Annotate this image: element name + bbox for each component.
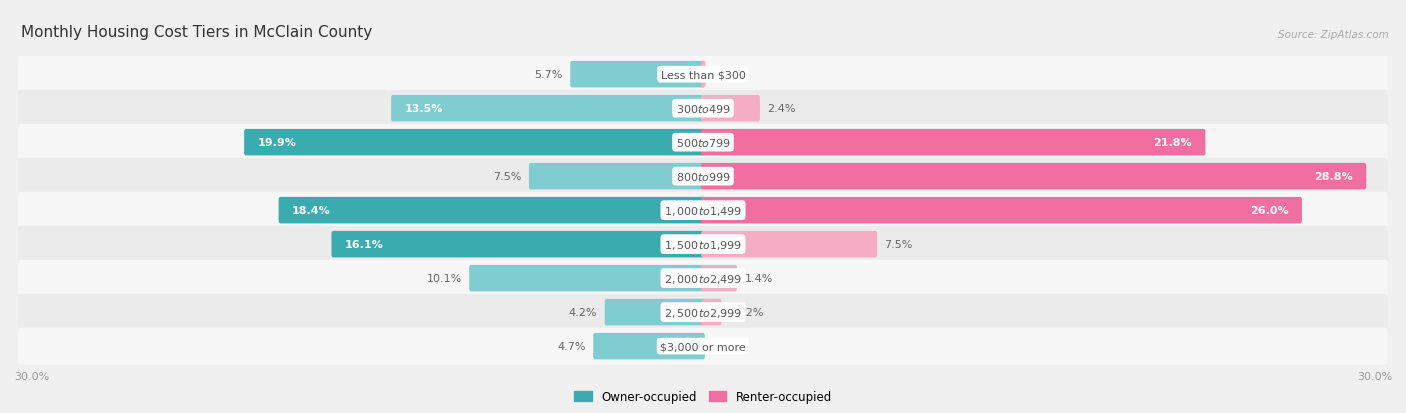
- FancyBboxPatch shape: [702, 265, 737, 292]
- Text: 18.4%: 18.4%: [292, 206, 330, 216]
- Text: $3,000 or more: $3,000 or more: [661, 341, 745, 351]
- Text: 28.8%: 28.8%: [1315, 172, 1353, 182]
- Text: 7.5%: 7.5%: [884, 240, 912, 249]
- Text: Source: ZipAtlas.com: Source: ZipAtlas.com: [1278, 30, 1389, 40]
- Text: Less than $300: Less than $300: [661, 70, 745, 80]
- Text: 0.72%: 0.72%: [728, 307, 765, 317]
- FancyBboxPatch shape: [18, 192, 1388, 229]
- Text: 2.4%: 2.4%: [768, 104, 796, 114]
- FancyBboxPatch shape: [18, 260, 1388, 297]
- Text: 30.0%: 30.0%: [14, 371, 49, 381]
- FancyBboxPatch shape: [702, 231, 877, 258]
- FancyBboxPatch shape: [605, 299, 704, 325]
- FancyBboxPatch shape: [593, 333, 704, 359]
- Text: 19.9%: 19.9%: [257, 138, 297, 148]
- FancyBboxPatch shape: [702, 164, 1367, 190]
- Text: 13.5%: 13.5%: [405, 104, 443, 114]
- Text: 7.5%: 7.5%: [494, 172, 522, 182]
- FancyBboxPatch shape: [702, 62, 706, 88]
- Text: $2,500 to $2,999: $2,500 to $2,999: [664, 306, 742, 319]
- Text: 4.2%: 4.2%: [569, 307, 598, 317]
- Text: $300 to $499: $300 to $499: [675, 103, 731, 115]
- FancyBboxPatch shape: [702, 130, 1205, 156]
- FancyBboxPatch shape: [18, 124, 1388, 161]
- Text: $800 to $999: $800 to $999: [675, 171, 731, 183]
- Text: 5.7%: 5.7%: [534, 70, 562, 80]
- Text: 16.1%: 16.1%: [344, 240, 384, 249]
- Text: 21.8%: 21.8%: [1153, 138, 1192, 148]
- FancyBboxPatch shape: [18, 57, 1388, 93]
- Text: 0.03%: 0.03%: [713, 70, 748, 80]
- FancyBboxPatch shape: [332, 231, 704, 258]
- Text: 30.0%: 30.0%: [1357, 371, 1392, 381]
- Text: 1.4%: 1.4%: [744, 273, 773, 283]
- Legend: Owner-occupied, Renter-occupied: Owner-occupied, Renter-occupied: [569, 385, 837, 408]
- FancyBboxPatch shape: [18, 226, 1388, 263]
- FancyBboxPatch shape: [571, 62, 704, 88]
- FancyBboxPatch shape: [529, 164, 704, 190]
- Text: $1,500 to $1,999: $1,500 to $1,999: [664, 238, 742, 251]
- Text: 10.1%: 10.1%: [426, 273, 461, 283]
- FancyBboxPatch shape: [18, 159, 1388, 195]
- FancyBboxPatch shape: [18, 90, 1388, 127]
- FancyBboxPatch shape: [702, 96, 761, 122]
- Text: $500 to $799: $500 to $799: [675, 137, 731, 149]
- Text: $1,000 to $1,499: $1,000 to $1,499: [664, 204, 742, 217]
- Text: 0.0%: 0.0%: [713, 341, 741, 351]
- Text: 26.0%: 26.0%: [1250, 206, 1289, 216]
- FancyBboxPatch shape: [245, 130, 704, 156]
- FancyBboxPatch shape: [18, 294, 1388, 331]
- Text: $2,000 to $2,499: $2,000 to $2,499: [664, 272, 742, 285]
- FancyBboxPatch shape: [278, 197, 704, 224]
- Text: 4.7%: 4.7%: [557, 341, 586, 351]
- FancyBboxPatch shape: [391, 96, 704, 122]
- FancyBboxPatch shape: [702, 197, 1302, 224]
- FancyBboxPatch shape: [18, 328, 1388, 365]
- Text: Monthly Housing Cost Tiers in McClain County: Monthly Housing Cost Tiers in McClain Co…: [21, 25, 373, 40]
- FancyBboxPatch shape: [470, 265, 704, 292]
- FancyBboxPatch shape: [702, 299, 721, 325]
